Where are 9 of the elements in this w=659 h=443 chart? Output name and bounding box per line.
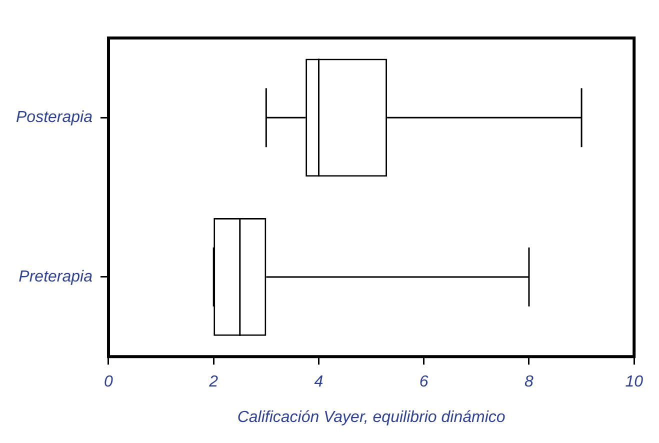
x-tick-label: 8 <box>524 374 534 391</box>
x-tick-label: 6 <box>419 374 428 391</box>
y-tick-label: Posterapia <box>16 109 93 126</box>
y-tick-label: Preterapia <box>18 268 93 286</box>
x-tick-label: 10 <box>625 374 644 391</box>
x-tick-label: 2 <box>208 374 218 391</box>
x-axis-title: Calificación Vayer, equilibrio dinámico <box>237 408 506 426</box>
x-tick-label: 0 <box>104 374 114 391</box>
x-tick-label: 4 <box>314 374 324 391</box>
